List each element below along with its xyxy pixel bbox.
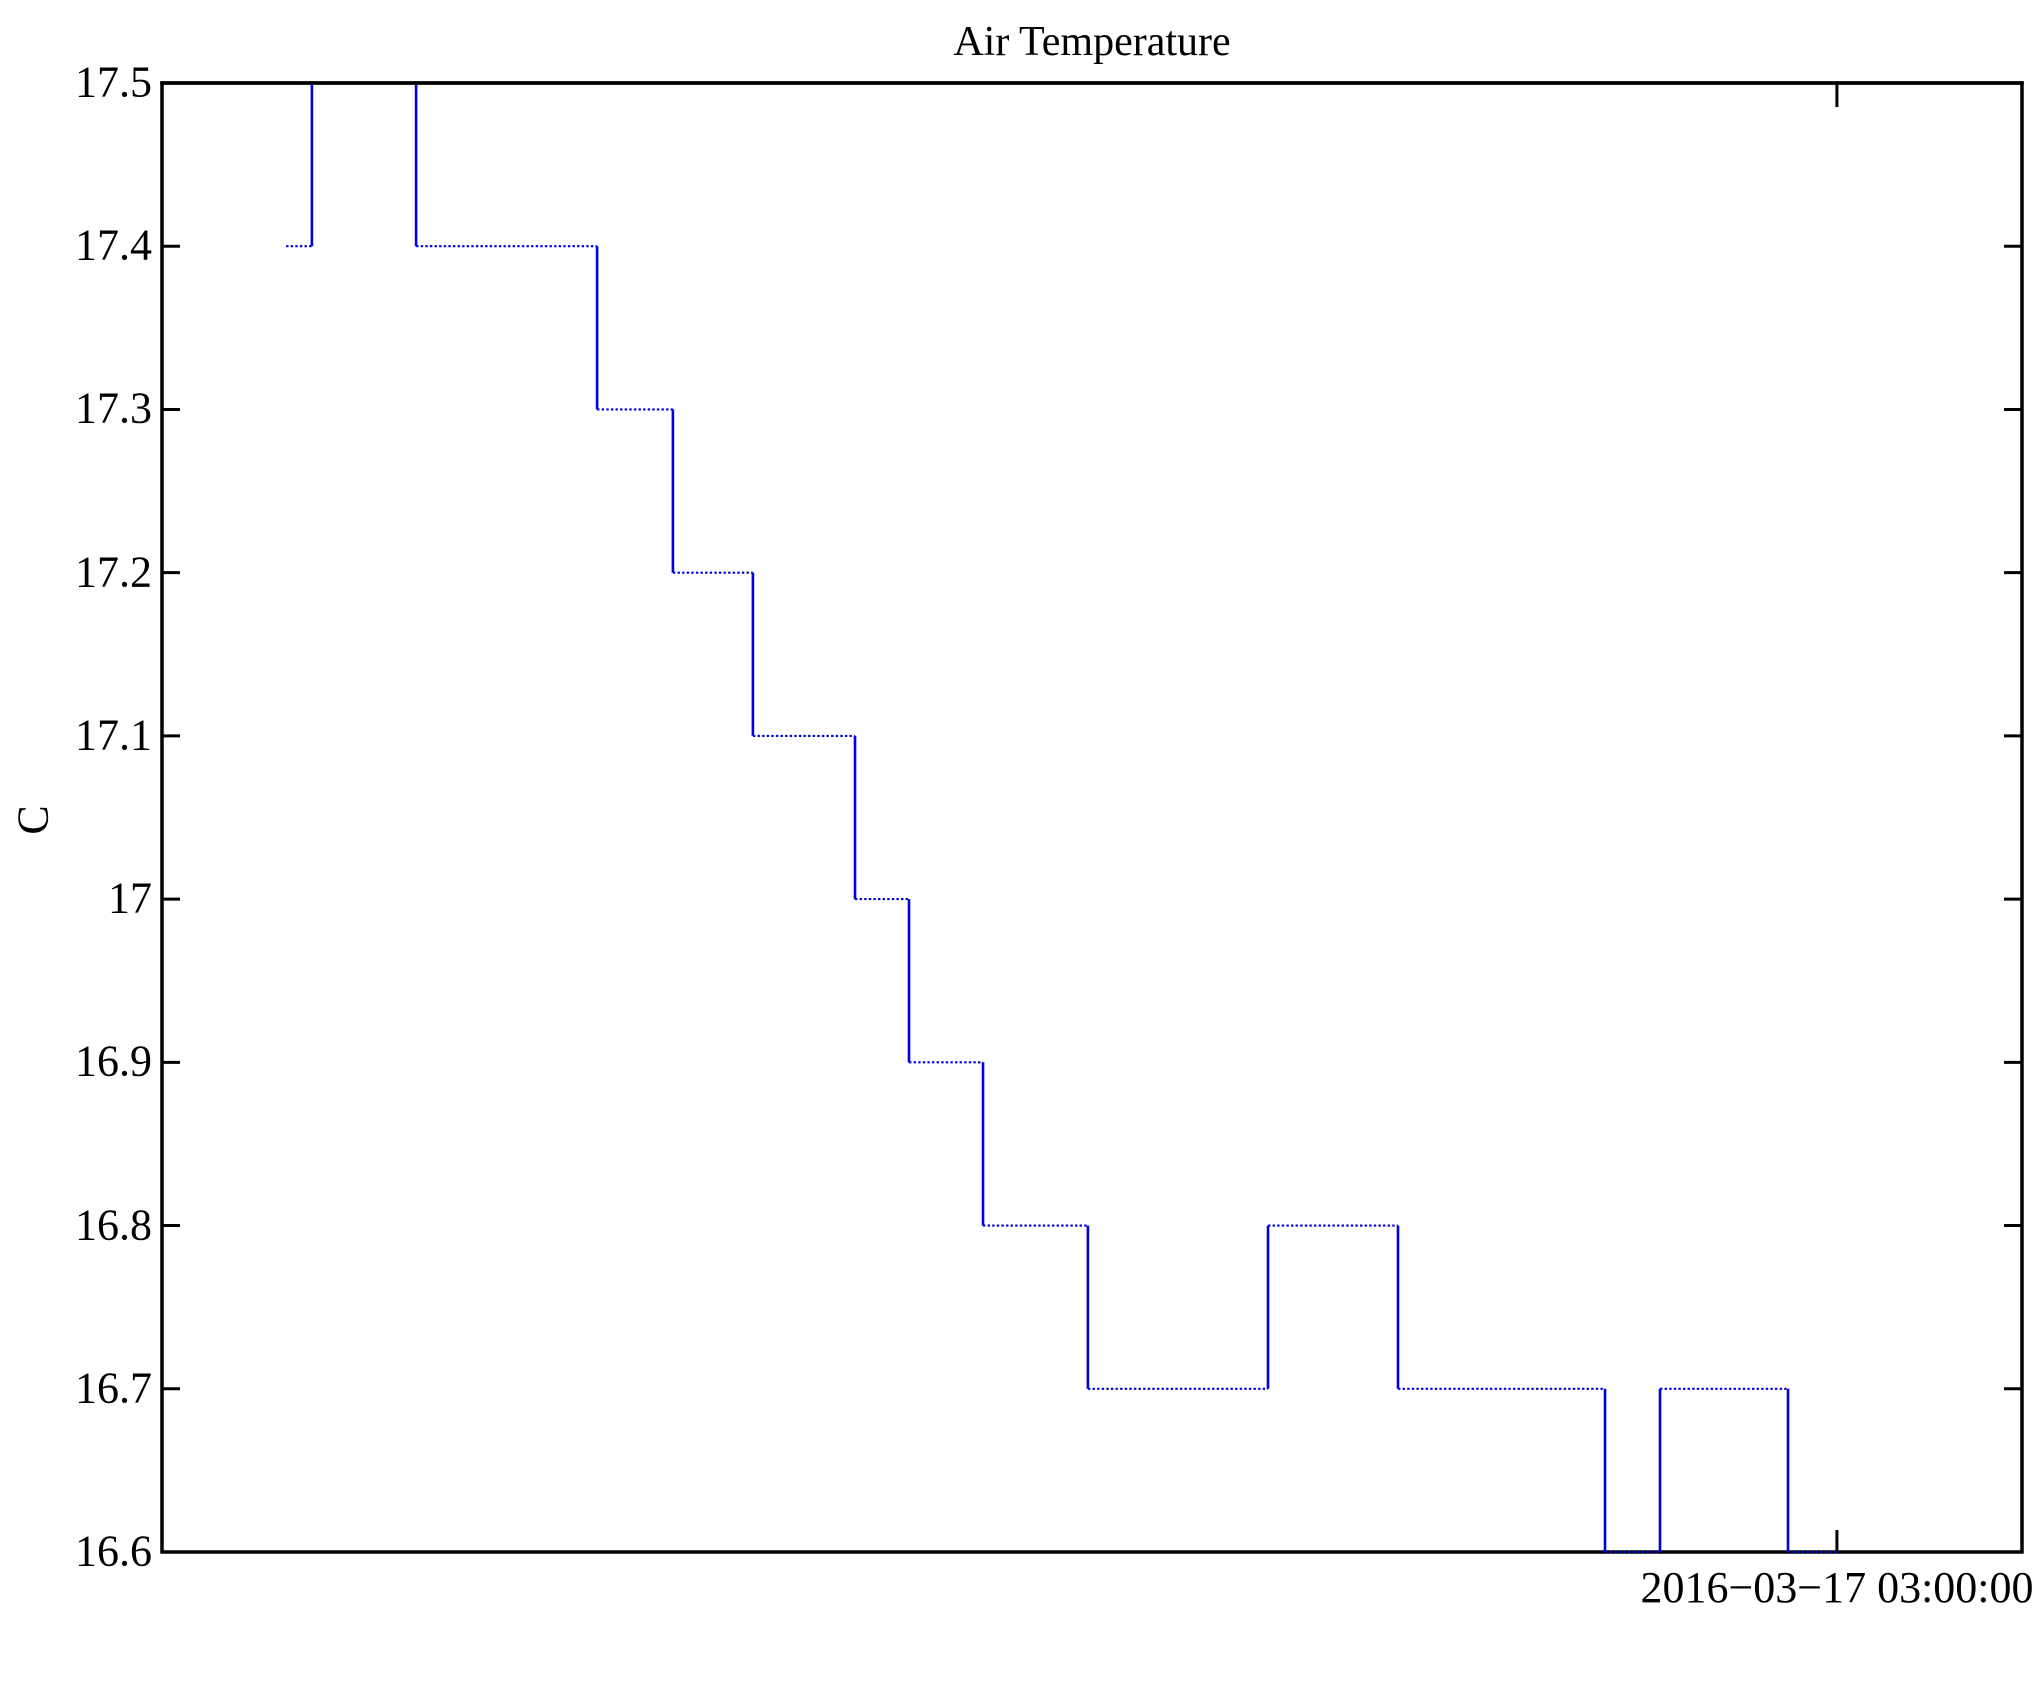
x-tick-label: 2016−03−17 03:00:00 [1640, 1563, 2034, 1612]
y-tick-label: 17.5 [75, 57, 152, 107]
y-tick-label: 17 [108, 873, 152, 923]
plot-area [160, 81, 2024, 1554]
y-tick-label: 17.1 [75, 710, 152, 760]
y-tick-label: 17.3 [75, 383, 152, 433]
chart-title: Air Temperature [953, 19, 1231, 65]
temperature-step-verticals [310, 83, 1790, 1552]
y-tick-label: 17.4 [75, 220, 152, 270]
y-tick-label: 16.8 [75, 1200, 152, 1250]
axes-frame [160, 81, 2024, 1554]
y-tick-label: 16.6 [75, 1526, 152, 1576]
y-tick-label: 17.2 [75, 547, 152, 597]
temperature-step-horizontals [286, 81, 1837, 1554]
y-tick-label: 16.9 [75, 1036, 152, 1086]
y-axis-label: C [8, 805, 58, 835]
y-tick-label: 16.7 [75, 1363, 152, 1413]
